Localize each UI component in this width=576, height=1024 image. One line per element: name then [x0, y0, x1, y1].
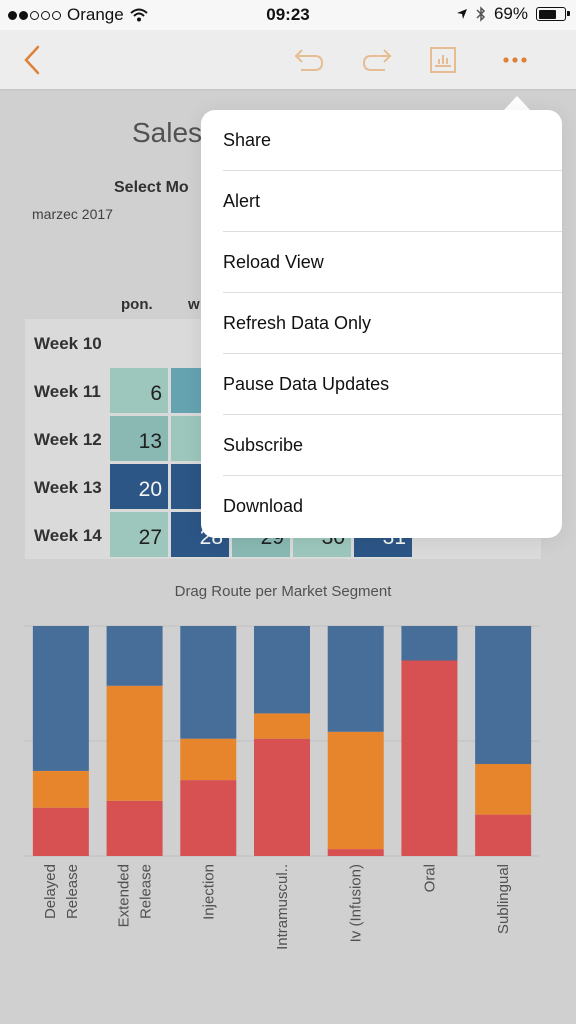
calendar-day-cell[interactable]	[170, 463, 202, 510]
status-bar: Orange 09:23 69%	[0, 0, 576, 30]
calendar-day-cell[interactable]: 6	[109, 367, 169, 414]
x-tick-label: Release	[64, 864, 81, 919]
bar-segment[interactable]	[180, 626, 237, 739]
x-tick-label: Iv (Infusion)	[348, 864, 365, 942]
back-button[interactable]	[12, 42, 52, 78]
calendar-day-cell[interactable]: 27	[109, 511, 169, 558]
menu-item-label: Pause Data Updates	[223, 374, 390, 394]
x-tick-label: Oral	[421, 864, 438, 892]
x-tick-label: Delayed	[42, 864, 59, 919]
popover-arrow	[503, 96, 531, 111]
bar-segment[interactable]	[401, 660, 458, 857]
calendar-day-cell[interactable]	[170, 415, 202, 462]
menu-item-share[interactable]: Share	[201, 110, 562, 171]
menu-item-download[interactable]: Download	[201, 476, 562, 537]
bar-segment[interactable]	[254, 713, 310, 739]
x-tick-label: Injection	[200, 864, 217, 920]
bar-segment[interactable]	[180, 738, 237, 781]
bar-segment[interactable]	[32, 626, 89, 771]
menu-item-label: Reload View	[223, 252, 324, 272]
menu-item-subscribe[interactable]: Subscribe	[201, 415, 562, 476]
day-header-tue: w	[188, 296, 200, 313]
wifi-icon	[130, 8, 148, 22]
chart-icon	[430, 47, 456, 73]
chart-title: Drag Route per Market Segment	[174, 583, 392, 600]
dashboard-title: Sales	[132, 117, 203, 148]
menu-item-label: Share	[223, 130, 272, 150]
location-arrow-icon	[456, 9, 467, 19]
toolbar	[0, 30, 576, 90]
calendar-day-cell[interactable]: 13	[109, 415, 169, 462]
stacked-bar-chart: Delayed Release Extended Release Injection In…	[24, 625, 540, 950]
bar-segment[interactable]	[475, 626, 532, 764]
bar-segment[interactable]	[401, 626, 458, 661]
x-tick-label: Extended	[116, 864, 133, 927]
x-tick-label: Injection	[200, 864, 217, 920]
status-right: 69%	[456, 4, 570, 24]
status-left: Orange	[8, 5, 148, 25]
more-icon	[503, 57, 527, 63]
battery-icon	[536, 7, 570, 21]
menu-item-label: Alert	[223, 191, 261, 211]
signal-strength-icon	[8, 10, 61, 20]
bar-segment[interactable]	[106, 685, 163, 801]
bar-segment[interactable]	[106, 800, 163, 856]
undo-button[interactable]	[289, 42, 329, 78]
chart-button[interactable]	[423, 42, 463, 78]
more-menu-popover: Share Alert Reload View Refresh Data Onl…	[201, 110, 562, 538]
x-tick-label: Sublingual	[495, 864, 512, 934]
bar-segment[interactable]	[254, 738, 310, 856]
x-tick-label: Intramuscul..	[274, 864, 291, 950]
redo-button[interactable]	[357, 42, 397, 78]
select-month-label: Select Mo	[114, 179, 189, 196]
chevron-left-icon	[24, 45, 40, 75]
x-tick-label: Oral	[421, 864, 438, 892]
bar-segment[interactable]	[254, 626, 310, 714]
menu-item-reload-view[interactable]: Reload View	[201, 232, 562, 293]
bar-segment[interactable]	[327, 849, 384, 856]
undo-icon	[294, 49, 324, 71]
menu-item-label: Refresh Data Only	[223, 313, 372, 333]
menu-item-pause-data-updates[interactable]: Pause Data Updates	[201, 354, 562, 415]
calendar-day-cell[interactable]: 20	[109, 463, 169, 510]
redo-icon	[362, 49, 392, 71]
week-label: Week 13	[34, 478, 102, 497]
week-label: Week 12	[34, 430, 102, 449]
x-tick-label: Intramuscul..	[274, 864, 291, 950]
menu-item-label: Subscribe	[223, 435, 304, 455]
menu-item-label: Download	[223, 496, 304, 516]
bar-segment[interactable]	[32, 807, 89, 856]
bar-segment[interactable]	[327, 626, 384, 732]
month-filter-value[interactable]: marzec 2017	[32, 206, 113, 222]
status-time: 09:23	[266, 5, 310, 24]
x-tick-label: Sublingual	[495, 864, 512, 934]
x-tick-label: Extended Release	[116, 864, 155, 927]
bluetooth-icon	[476, 6, 486, 22]
week-label: Week 14	[34, 526, 102, 545]
bar-segment[interactable]	[106, 626, 163, 686]
day-header-mon: pon.	[121, 296, 153, 313]
battery-percent: 69%	[493, 4, 528, 23]
menu-item-alert[interactable]: Alert	[201, 171, 562, 232]
x-tick-label: Release	[138, 864, 155, 919]
bar-segment[interactable]	[475, 764, 532, 815]
x-tick-label: Iv (Infusion)	[348, 864, 365, 942]
bar-segment[interactable]	[475, 814, 532, 856]
bar-segment[interactable]	[32, 770, 89, 808]
bar-segment[interactable]	[327, 731, 384, 850]
menu-item-refresh-data-only[interactable]: Refresh Data Only	[201, 293, 562, 354]
more-button[interactable]	[495, 42, 535, 78]
bar-segment[interactable]	[180, 780, 237, 856]
x-tick-label: Delayed Release	[42, 864, 81, 919]
carrier-name: Orange	[67, 5, 124, 24]
week-label: Week 10	[34, 334, 102, 353]
week-label: Week 11	[34, 382, 101, 401]
